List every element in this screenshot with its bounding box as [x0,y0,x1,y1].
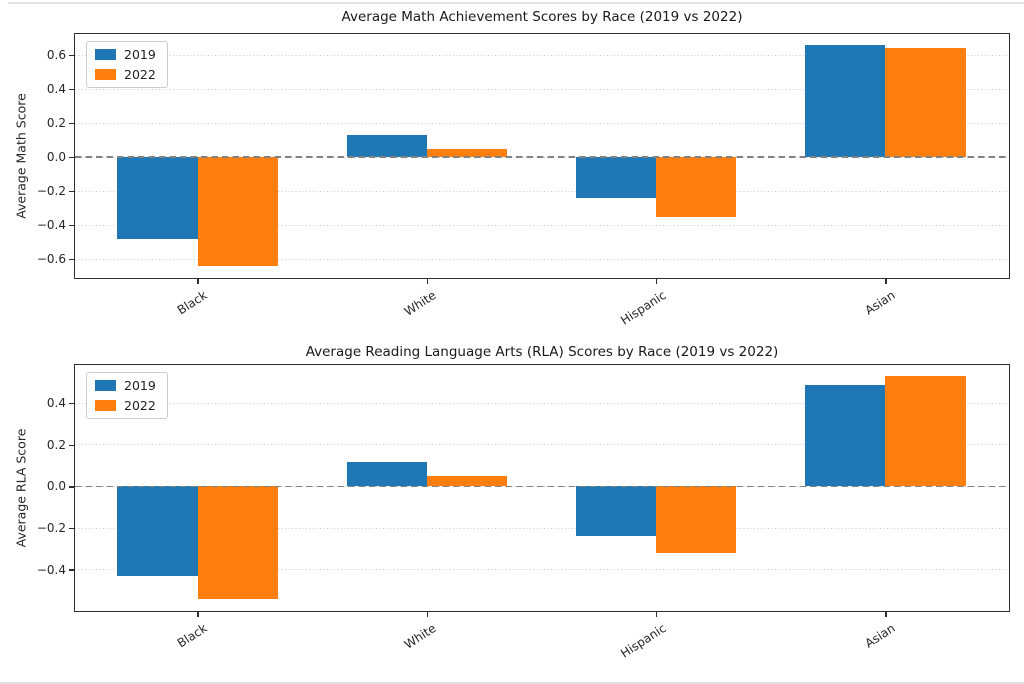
gridline-y [75,258,1009,260]
legend: 2019 2022 [86,41,168,88]
x-tick-mark [655,612,658,617]
x-tick-label-white: White [402,288,439,319]
y-tick-label: −0.4 [36,218,66,233]
bar-2022-black [197,486,278,599]
page-bottom-border [0,682,1024,684]
legend-swatch-2019 [95,380,116,391]
bar-2022-black [197,157,278,266]
gridline-y [75,122,1009,124]
x-tick-mark [426,279,429,284]
y-tick-label: −0.2 [36,184,66,199]
chart-title: Average Math Achievement Scores by Race … [341,9,743,25]
x-tick-mark [426,612,429,617]
y-tick-mark [69,527,74,530]
math-scores-chart: Average Math Achievement Scores by Race … [14,9,1010,328]
y-tick-mark [69,403,74,405]
y-tick-mark [69,258,74,261]
x-tick-mark [885,279,887,284]
bar-2022-white [426,148,508,158]
bar-2022-hispanic [656,486,737,553]
legend: 2019 2022 [86,372,168,419]
y-tick-label: 0.6 [46,48,66,63]
page-top-border [8,2,1024,4]
gridline-y [75,190,1009,192]
y-tick-mark [69,569,74,571]
y-tick-label: −0.2 [36,521,66,536]
legend-swatch-2022 [95,400,116,411]
zero-reference-line [75,485,1009,488]
bar-2019-white [346,461,427,487]
plot-area: 2019 2022 [74,364,1010,612]
y-tick-mark [69,224,74,227]
bar-2019-hispanic [575,486,657,537]
legend-item-2019: 2019 [95,47,156,62]
bar-2019-white [346,135,427,158]
y-tick-mark [69,123,74,125]
gridline-y [75,224,1009,226]
legend-label-2019: 2019 [124,378,156,393]
y-tick-label: 0.2 [46,116,66,131]
y-tick-label: 0.2 [46,437,66,452]
bar-2019-asian [805,45,886,158]
y-tick-mark [69,55,74,57]
bar-2019-black [117,157,198,239]
gridline-y [75,88,1009,90]
legend-item-2022: 2022 [95,67,156,82]
rla-scores-chart: Average Reading Language Arts (RLA) Scor… [0,342,1024,684]
y-tick-mark [69,89,74,91]
gridline-y [75,444,1009,446]
x-tick-label-asian: Asian [862,288,898,318]
y-tick-mark [69,190,74,193]
gridline-y [75,527,1009,529]
y-tick-label: 0.0 [46,479,66,494]
bar-2019-hispanic [575,157,657,198]
legend-item-2022: 2022 [95,398,156,413]
x-tick-label-black: Black [174,288,210,318]
y-tick-label: −0.4 [36,562,66,577]
x-tick-label-asian: Asian [862,621,898,651]
y-tick-label: 0.4 [46,82,66,97]
x-tick-mark [197,279,199,284]
legend-label-2022: 2022 [124,67,156,82]
legend-swatch-2022 [95,69,116,80]
y-tick-label: 0.0 [46,150,66,165]
legend-label-2022: 2022 [124,398,156,413]
bar-2019-black [117,486,198,576]
x-tick-mark [885,612,887,617]
gridline-y [75,402,1009,404]
y-tick-label: −0.6 [36,252,66,267]
legend-label-2019: 2019 [124,47,156,62]
y-tick-mark [69,444,74,447]
x-tick-label-white: White [402,621,439,652]
bar-2022-white [426,476,508,487]
y-tick-mark [69,486,74,488]
x-tick-mark [655,279,658,284]
plot-area: 2019 2022 [74,33,1010,279]
bar-2022-asian [885,376,966,487]
zero-reference-line [75,156,1009,159]
y-tick-mark [69,156,74,159]
bar-2022-hispanic [656,157,737,217]
legend-swatch-2019 [95,49,116,60]
x-tick-label-hispanic: Hispanic [617,621,669,661]
x-tick-label-hispanic: Hispanic [617,288,669,328]
bar-2022-asian [885,48,966,158]
legend-item-2019: 2019 [95,378,156,393]
y-tick-label: 0.4 [46,396,66,411]
chart-title: Average Reading Language Arts (RLA) Scor… [305,344,779,360]
bar-2019-asian [805,384,886,487]
gridline-y [75,569,1009,571]
gridline-y [75,54,1009,56]
x-tick-mark [197,612,199,617]
x-tick-label-black: Black [174,621,210,651]
